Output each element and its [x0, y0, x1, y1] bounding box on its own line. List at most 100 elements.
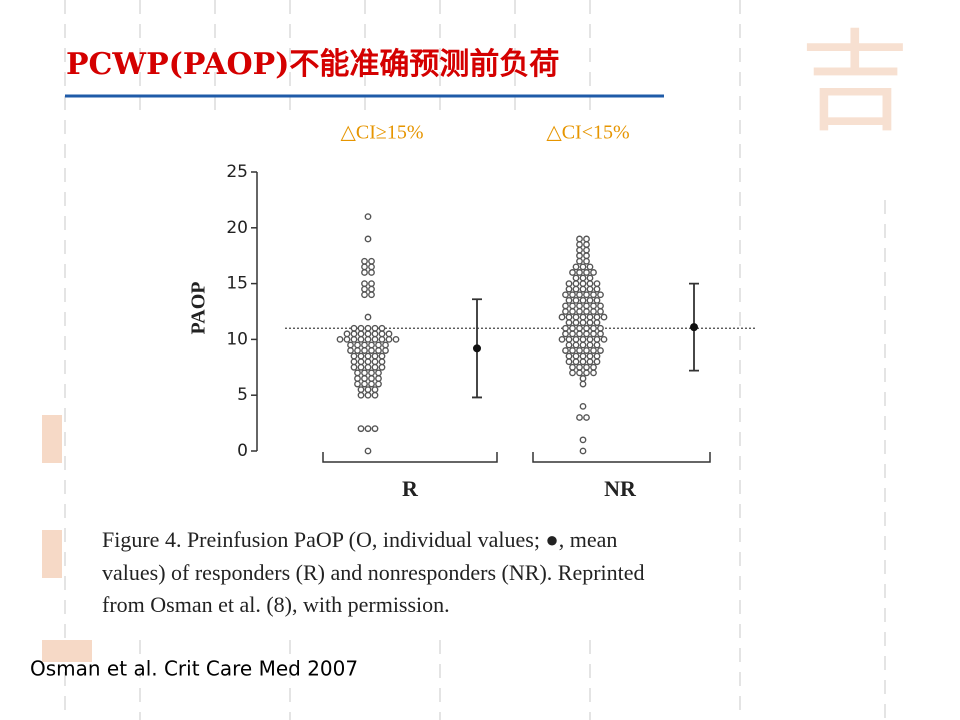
data-point: [343, 335, 351, 343]
data-point: [576, 269, 583, 276]
data-point: [569, 302, 576, 310]
data-point: [583, 257, 590, 265]
data-point: [371, 425, 379, 433]
data-point: [593, 335, 601, 343]
data-point: [583, 324, 590, 332]
data-point: [364, 425, 372, 433]
data-point: [586, 296, 594, 304]
data-point: [361, 341, 368, 349]
data-point: [357, 425, 365, 433]
data-point: [357, 324, 365, 332]
data-point: [336, 335, 344, 343]
data-point: [562, 291, 569, 299]
data-point: [583, 363, 590, 371]
data-point: [364, 324, 372, 332]
data-point: [368, 347, 375, 354]
data-point: [579, 341, 587, 349]
data-point: [569, 347, 576, 354]
y-tick-label: 25: [226, 162, 248, 182]
data-point: [371, 391, 379, 399]
data-point: [576, 330, 583, 338]
data-point: [576, 252, 583, 260]
data-point: [371, 363, 379, 371]
data-point: [583, 302, 590, 310]
data-point: [565, 319, 573, 327]
data-point: [350, 358, 358, 366]
data-point: [583, 291, 590, 299]
data-point: [579, 296, 587, 304]
data-point: [378, 363, 386, 371]
data-point: [572, 335, 580, 343]
data-point: [371, 324, 379, 332]
data-point: [354, 369, 361, 377]
data-point: [361, 263, 368, 271]
data-point: [572, 358, 580, 366]
data-point: [586, 335, 594, 343]
data-point: [364, 213, 372, 221]
data-point: [593, 280, 601, 287]
data-point: [371, 358, 379, 366]
data-point: [572, 280, 580, 287]
data-point: [593, 285, 601, 293]
data-point: [368, 263, 375, 271]
data-point: [382, 341, 389, 349]
data-point: [368, 269, 375, 276]
data-point: [368, 291, 375, 299]
data-point: [576, 324, 583, 332]
data-point: [586, 352, 594, 360]
data-point: [364, 330, 372, 338]
data-point: [576, 308, 583, 315]
y-tick-label: 10: [226, 329, 248, 349]
data-point: [586, 285, 594, 293]
data-point: [357, 391, 365, 399]
data-point: [597, 291, 604, 299]
data-point: [572, 319, 580, 327]
annotation: △CI<15%: [546, 122, 629, 144]
data-point: [361, 347, 368, 354]
data-point: [586, 313, 594, 321]
data-point: [590, 291, 597, 299]
data-point: [565, 335, 573, 343]
data-point: [350, 363, 358, 371]
data-point: [583, 347, 590, 354]
data-point: [593, 313, 601, 321]
data-point: [562, 302, 569, 310]
data-point: [576, 246, 583, 254]
x-tick-label: R: [402, 476, 419, 501]
data-point: [572, 341, 580, 349]
caption-line: Figure 4. Preinfusion PaOP (O, individua…: [102, 527, 617, 552]
caption-line: values) of responders (R) and nonrespond…: [102, 560, 645, 585]
data-point: [361, 285, 368, 293]
data-point: [590, 330, 597, 338]
data-point: [576, 302, 583, 310]
data-point: [569, 291, 576, 299]
x-tick-label: NR: [604, 476, 637, 501]
data-point: [361, 380, 368, 388]
data-point: [375, 380, 382, 388]
data-point: [361, 369, 368, 377]
data-point: [565, 313, 573, 321]
data-point: [583, 369, 590, 377]
data-point: [569, 324, 576, 332]
data-point: [354, 347, 361, 354]
data-point: [371, 386, 379, 394]
data-point: [583, 330, 590, 338]
data-point: [361, 269, 368, 276]
data-point: [357, 363, 365, 371]
source: Osman et al. Crit Care Med 2007: [30, 657, 358, 681]
annotation: △CI≥15%: [340, 122, 423, 144]
data-point: [375, 341, 382, 349]
data-point: [593, 358, 601, 366]
data-point: [350, 324, 358, 332]
data-point: [572, 285, 580, 293]
data-point: [361, 375, 368, 382]
data-point: [583, 241, 590, 248]
data-point: [378, 358, 386, 366]
data-point: [576, 291, 583, 299]
data-point: [586, 319, 594, 327]
data-point: [597, 302, 604, 310]
data-point: [597, 324, 604, 332]
data-point: [590, 363, 597, 371]
data-point: [590, 302, 597, 310]
y-tick-label: 15: [226, 274, 248, 294]
